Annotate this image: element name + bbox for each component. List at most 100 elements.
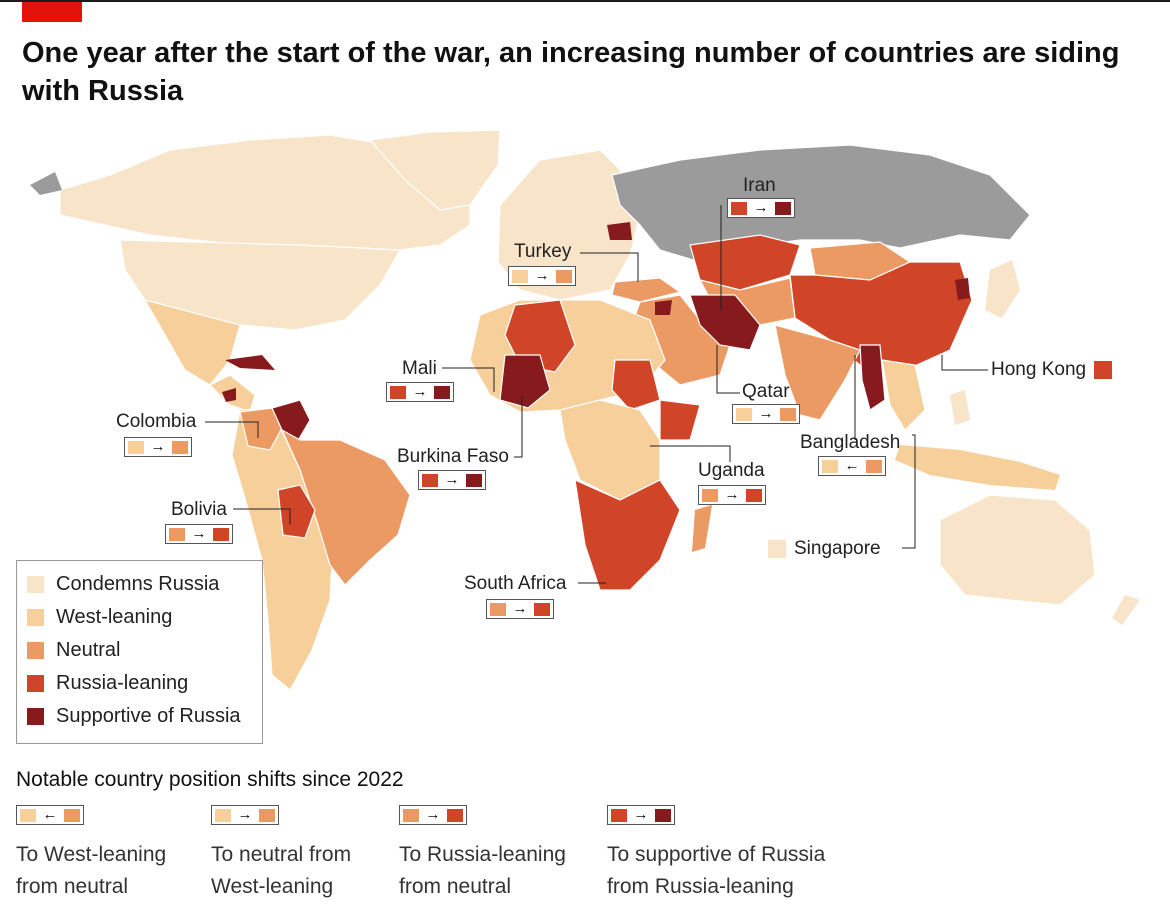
new-zealand-region [1112,595,1140,625]
shift-from-swatch [215,808,231,822]
iran-region [689,294,761,351]
australia-region [939,494,1096,606]
shift-from-swatch [512,269,528,283]
legend-item: Supportive of Russia [27,705,241,728]
arrow-left-icon: ← [844,457,860,474]
leader-lines [205,205,988,584]
mali-region [499,354,551,409]
shift-from-swatch [702,488,718,502]
indonesia-region [895,445,1060,490]
map-title: One year after the start of the war, an … [22,37,1120,107]
arrow-right-icon: → [444,471,460,488]
southern-africa-region [574,479,681,591]
legend-swatch [27,576,44,593]
greenland-region [368,129,501,211]
legend-label: Russia-leaning [56,672,189,694]
shift-from-swatch [822,459,838,473]
shift-key-item: → To Russia-leaning from neutral [399,805,566,903]
korea-region [955,278,970,300]
shift-key-description: To West-leaning from neutral [16,839,166,903]
label-burkina-faso: Burkina Faso [397,446,509,467]
label-south-africa: South Africa [464,573,567,594]
shift-key-badge: → [607,805,675,825]
legend-label: Supportive of Russia [56,705,241,727]
colombia-region [239,407,283,451]
usa-region [119,239,402,331]
canada-region [59,134,471,251]
shift-key-line: West-leaning [211,874,334,898]
shift-to-swatch [746,488,762,502]
philippines-region [950,390,970,425]
shift-key-line: To supportive of Russia [607,842,826,866]
shift-to-swatch [213,527,229,541]
shift-from-swatch [20,808,36,822]
bolivia-region [277,484,316,539]
shift-key-line: from neutral [399,874,512,898]
label-bolivia: Bolivia [171,499,227,520]
southeast-asia-region [881,359,926,431]
shift-from-swatch [731,201,747,215]
arrow-right-icon: → [534,267,550,284]
legend-swatch [27,675,44,692]
arrow-right-icon: → [191,525,207,542]
hong-kong-swatch [1094,361,1113,379]
shift-from-swatch [169,527,185,541]
shift-burkina-faso: → [418,470,486,490]
shift-to-swatch [64,808,80,822]
shift-to-swatch [556,269,572,283]
arrow-right-icon: → [425,806,441,823]
india-region [774,324,861,421]
algeria-region [504,299,576,373]
shift-from-swatch [490,602,506,616]
shift-to-swatch [172,440,188,454]
legend-swatch [27,642,44,659]
brazil-region [280,428,411,586]
alaska-region [30,172,62,195]
legend-item: West-leaning [27,606,172,629]
belarus-region [607,222,632,240]
cuba-region [225,355,275,370]
legend-label: Neutral [56,639,121,661]
shift-key-description: To supportive of Russia from Russia-lean… [607,839,825,903]
shift-key-badge: → [211,805,279,825]
shift-from-swatch [736,407,752,421]
shift-to-swatch [447,808,463,822]
label-qatar: Qatar [742,381,790,402]
shift-key-item: → To supportive of Russia from Russia-le… [607,805,825,903]
legend-swatch [27,708,44,725]
shift-key-line: from neutral [16,874,129,898]
legend-item: Condemns Russia [27,573,219,596]
label-iran: Iran [743,175,776,196]
syria-region [655,300,672,315]
shift-to-swatch [259,808,275,822]
legend-item: Russia-leaning [27,672,188,695]
shift-key-line: To West-leaning [16,842,167,866]
arrow-right-icon: → [150,438,166,455]
myanmar-region [859,344,886,411]
shift-key-line: from Russia-leaning [607,874,794,898]
arrow-right-icon: → [412,383,428,400]
legend-label: Condemns Russia [56,573,220,595]
label-turkey: Turkey [514,241,572,262]
shift-to-swatch [534,602,550,616]
shift-key-description: To neutral from West-leaning [211,839,351,903]
legend-item: Neutral [27,639,120,662]
shift-to-swatch [775,201,791,215]
shift-to-swatch [866,459,882,473]
shift-uganda: → [698,485,766,505]
ethiopia-region [659,399,701,441]
shift-qatar: → [732,404,800,424]
arrow-left-icon: ← [42,806,58,823]
shift-mali: → [386,382,454,402]
shift-key-line: To Russia-leaning [399,842,566,866]
sudan-region [611,359,661,411]
map-legend: Condemns Russia West-leaning Neutral Rus… [16,560,263,744]
arrow-right-icon: → [724,486,740,503]
label-bangladesh: Bangladesh [800,432,901,453]
shift-to-swatch [780,407,796,421]
shift-south-africa: → [486,599,554,619]
shifts-title: Notable country position shifts since 20… [16,768,404,791]
nicaragua-region [222,388,236,402]
shift-key-badge: → [399,805,467,825]
shift-from-swatch [611,808,627,822]
